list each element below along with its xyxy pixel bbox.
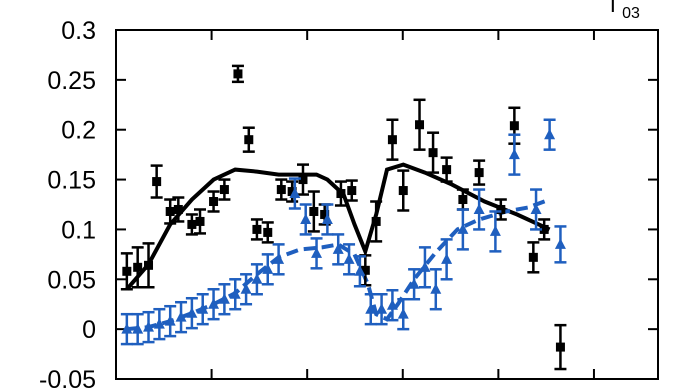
triangle-point [164,315,176,326]
y-tick-label: 0.25 [47,67,96,95]
triangle-point [311,247,323,258]
square-point [458,195,468,205]
triangle-point [321,213,333,224]
square-point [209,197,219,207]
triangle-point [251,273,263,284]
triangle-point [132,323,144,334]
square-point [263,227,273,237]
triangle-point [289,187,301,199]
y-tick-label: 0.15 [47,167,96,195]
x-axis-ticks [210,30,595,379]
y-tick-label: 0.3 [61,17,96,45]
triangle-point [386,299,398,310]
square-point [528,252,538,262]
triangle-point [489,225,501,236]
y-tick-label: -0.05 [39,366,96,389]
triangle-point [457,223,469,234]
triangle-point [473,203,485,214]
square-point [144,260,154,270]
triangle-point [441,253,453,264]
triangle-point [218,293,230,304]
triangle-point [354,265,366,276]
triangle-point [365,303,377,314]
square-point [509,121,519,131]
solid-curve [125,162,551,291]
square-point [442,165,452,175]
data-series [120,64,567,371]
triangle-point [153,318,165,329]
triangle-point [143,321,155,332]
square-point [298,175,308,185]
square-point [133,262,143,272]
triangle-point [554,238,566,249]
square-point [195,216,205,226]
square-point [347,186,357,196]
triangle-point [186,307,198,318]
plot-frame [115,29,659,380]
square-point [387,135,397,145]
triangle-point [273,253,285,264]
square-point [320,209,330,219]
triangle-point [262,263,274,274]
square-point [152,177,162,187]
triangle-point [343,253,355,264]
square-point [539,224,549,234]
square-point [496,204,506,214]
triangle-point [430,283,442,294]
triangle-point [508,148,520,160]
corner-label: Γ03 [610,0,640,22]
square-point [165,206,175,216]
triangle-point [408,278,420,289]
triangle-point [229,288,241,299]
triangle-point [121,323,133,334]
square-point [252,224,262,234]
square-point [219,185,229,195]
square-point [287,187,297,197]
y-tick-label: 0.05 [47,266,96,294]
square-point [555,342,565,352]
square-point [122,266,132,276]
y-tick-label: 0.1 [61,216,96,244]
y-axis-ticks: -0.05 0 0.05 0.1 0.15 0.2 0.25 0.3 [39,17,658,389]
square-point [244,135,254,145]
square-point [371,216,381,226]
square-point [173,204,183,214]
y-tick-label: 0 [82,316,96,344]
triangle-point [376,303,388,314]
triangle-point [240,283,252,294]
triangle-point [397,308,409,319]
model-curves [125,162,551,332]
square-point [428,148,438,158]
square-point [187,219,197,229]
square-point [415,120,425,130]
dashed-curve [126,197,551,332]
square-point [398,186,408,196]
square-point [276,185,286,195]
square-point [360,265,370,275]
triangle-point [530,203,542,214]
square-point [336,189,346,199]
triangle-point [197,303,209,314]
triangle-point [544,128,556,140]
triangle-point [175,311,187,322]
square-point [474,168,484,178]
triangle-point [300,213,312,224]
y-tick-label: 0.2 [61,117,96,145]
triangle-point [208,298,220,309]
triangle-point [332,243,344,254]
triangle-point [419,261,431,272]
square-point [309,206,319,216]
square-point [233,69,243,79]
